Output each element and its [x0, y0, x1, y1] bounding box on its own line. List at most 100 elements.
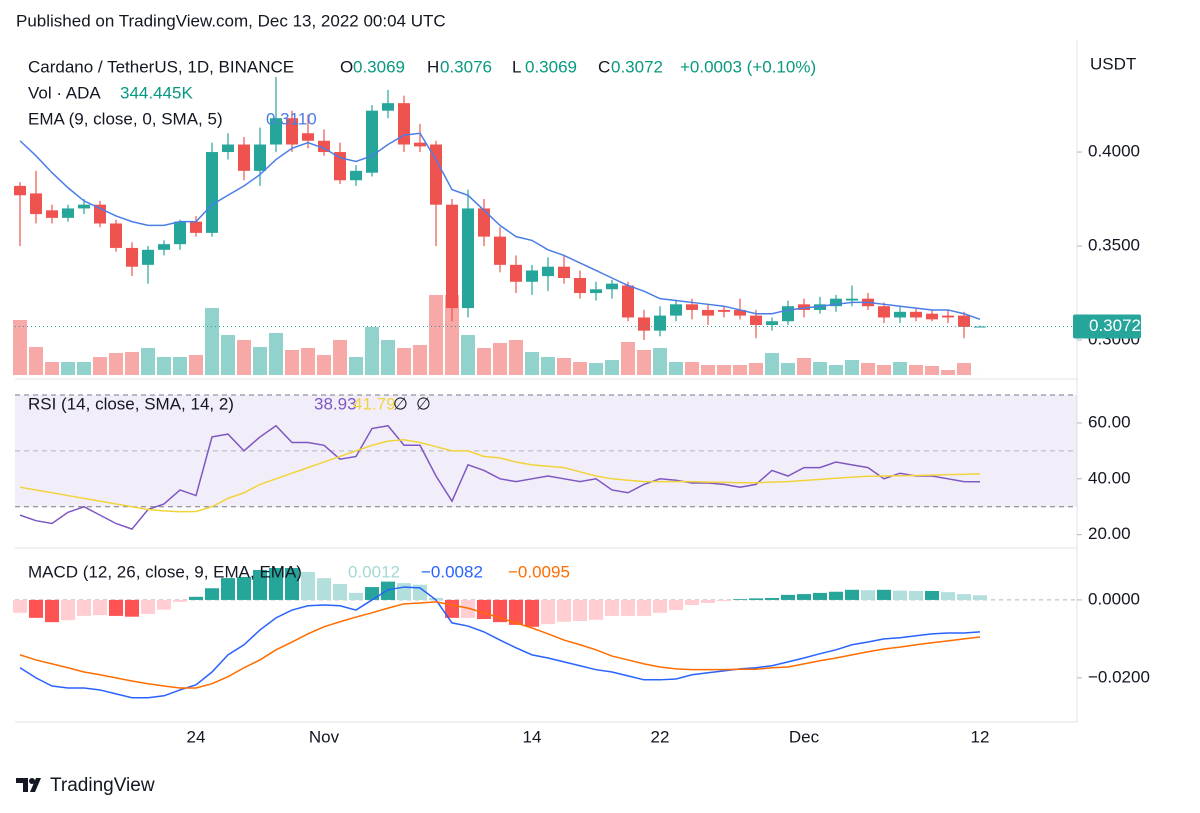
- histogram-bar: [477, 599, 491, 620]
- volume-bar: [509, 340, 523, 375]
- candle-body: [238, 144, 250, 171]
- volume-bar: [493, 343, 507, 375]
- candle-body: [350, 170, 362, 181]
- histogram-bar: [621, 599, 635, 616]
- rsi-empty-value: ∅: [393, 394, 408, 413]
- ohlc-prefix: O: [340, 57, 353, 76]
- candle-body: [830, 298, 842, 307]
- candle-body: [478, 208, 490, 237]
- x-tick-label: Dec: [789, 727, 820, 746]
- y-tick-label: 0.3500: [1088, 236, 1140, 255]
- volume-bar: [429, 295, 443, 375]
- candle-body: [190, 221, 202, 233]
- volume-bar: [605, 360, 619, 375]
- candle-body: [750, 315, 762, 325]
- candle-body: [782, 306, 794, 322]
- change-label: +0.0003 (+0.10%): [680, 57, 816, 76]
- candle-body: [734, 309, 746, 316]
- candle-body: [638, 317, 650, 331]
- candle-body: [926, 313, 938, 320]
- histogram-bar: [237, 576, 251, 600]
- candle-body: [206, 152, 218, 233]
- volume-bar: [637, 350, 651, 375]
- histogram-bar: [509, 599, 523, 625]
- candle-body: [910, 311, 922, 318]
- candle-body: [126, 247, 138, 267]
- histogram-bar: [813, 592, 827, 600]
- candle-body: [142, 249, 154, 265]
- histogram-bar: [189, 596, 203, 600]
- histogram-bar: [157, 599, 171, 610]
- volume-legend: Vol · ADA: [28, 83, 101, 102]
- candle-body: [542, 266, 554, 277]
- volume-bar: [365, 327, 379, 375]
- histogram-bar: [925, 590, 939, 600]
- volume-bar: [205, 308, 219, 375]
- candle-body: [446, 204, 458, 309]
- volume-bar: [93, 357, 107, 375]
- candle-body: [686, 304, 698, 310]
- histogram-bar: [253, 569, 267, 600]
- histogram-bar: [733, 599, 747, 600]
- candle-body: [222, 144, 234, 153]
- volume-bar: [173, 357, 187, 375]
- candle-body: [286, 118, 298, 145]
- volume-bar: [77, 362, 91, 375]
- histogram-bar: [381, 581, 395, 600]
- candle-body: [414, 142, 426, 147]
- histogram-bar: [61, 599, 75, 621]
- histogram-bar: [317, 578, 331, 600]
- candle-body: [894, 311, 906, 318]
- histogram-bar: [397, 583, 411, 600]
- volume-bar: [941, 370, 955, 375]
- volume-bar: [381, 340, 395, 375]
- ohlc-value: 0.3076: [440, 57, 492, 76]
- x-tick-label: 24: [187, 727, 206, 746]
- candle-body: [318, 140, 330, 153]
- candle-body: [94, 204, 106, 224]
- histogram-bar: [333, 583, 347, 600]
- candle-body: [30, 193, 42, 215]
- volume-bar: [109, 353, 123, 375]
- signal-value: −0.0095: [508, 562, 570, 581]
- histogram-bar: [669, 599, 683, 611]
- histogram-bar: [349, 592, 363, 600]
- histogram-bar: [93, 599, 107, 616]
- volume-bar: [397, 348, 411, 375]
- histogram-bar: [77, 599, 91, 616]
- volume-bar: [45, 362, 59, 375]
- candle-body: [766, 321, 778, 325]
- histogram-bar: [573, 599, 587, 621]
- volume-bar: [525, 352, 539, 375]
- candle-body: [430, 144, 442, 205]
- candle-body: [958, 315, 970, 327]
- candle-body: [942, 315, 954, 318]
- histogram-bar: [429, 597, 443, 600]
- volume-bar: [877, 365, 891, 375]
- histogram-bar: [717, 599, 731, 602]
- candle-body: [846, 298, 858, 301]
- macd-line: [19, 586, 981, 699]
- volume-bar: [717, 365, 731, 375]
- histogram-bar: [781, 594, 795, 600]
- volume-bar: [829, 365, 843, 375]
- histogram-bar: [701, 599, 715, 604]
- candle-body: [878, 306, 890, 318]
- volume-bar: [253, 347, 267, 375]
- ohlc-value: 0.3069: [525, 57, 577, 76]
- volume-bar: [29, 347, 43, 375]
- rsi-line: [19, 438, 981, 513]
- volume-bar: [477, 348, 491, 375]
- volume-bar: [285, 350, 299, 375]
- candle-body: [62, 208, 74, 218]
- histogram-bar: [605, 599, 619, 616]
- volume-bar: [317, 355, 331, 375]
- volume-bar: [557, 358, 571, 375]
- volume-bar: [861, 363, 875, 375]
- y-tick-label: 40.00: [1088, 468, 1131, 487]
- volume-bar: [189, 355, 203, 375]
- macd-value: −0.0082: [421, 562, 483, 581]
- candle-body: [78, 204, 90, 209]
- volume-bar: [669, 362, 683, 375]
- candle-body: [526, 270, 538, 282]
